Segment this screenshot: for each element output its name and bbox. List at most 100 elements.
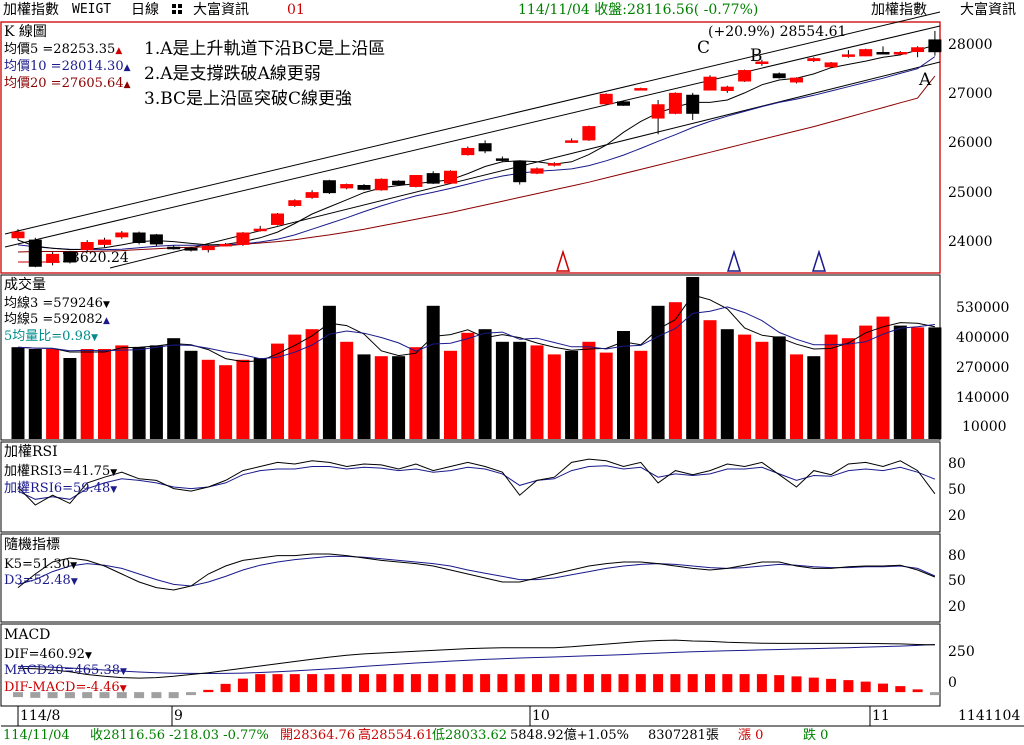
osc-bar	[653, 674, 664, 693]
candle-body	[288, 200, 302, 206]
candle-body	[824, 62, 838, 68]
dif-label: DIF=460.92▼	[4, 647, 92, 662]
right-vendor-name: 大富資訊	[960, 2, 1016, 18]
volume-bar	[738, 334, 752, 439]
osc-bar	[635, 674, 646, 693]
candle-body	[651, 104, 665, 119]
volume-y-tick: 10000	[962, 419, 1007, 435]
volume-bar	[271, 343, 284, 439]
osc-bar	[670, 674, 681, 693]
volume-bar	[651, 305, 665, 439]
candle-body	[582, 126, 596, 141]
rsi-frame	[0, 441, 941, 533]
osc-bar	[220, 683, 231, 693]
volume-bar	[547, 354, 561, 439]
macd-y-tick: 250	[948, 644, 975, 660]
macd-signal-line	[17, 644, 935, 675]
volume-bar	[28, 349, 42, 439]
volume-ma5-line	[17, 306, 935, 360]
candle-body	[357, 185, 371, 190]
index-name: 加權指數	[3, 2, 59, 18]
osc-bar	[791, 676, 802, 693]
candle-body	[409, 175, 423, 187]
d-label: D3=52.48▼	[4, 573, 78, 588]
ma20-label: 均價20 =27605.64▲	[4, 76, 131, 91]
candle-body	[720, 86, 734, 92]
osc-bar	[289, 674, 300, 693]
volume-bar	[876, 316, 890, 439]
kline-y-tick: 25000	[948, 185, 993, 201]
macd-title: MACD	[4, 627, 51, 643]
status-volume: 8307281張	[648, 728, 719, 743]
rsi-title: 加權RSI	[4, 444, 58, 460]
kline-y-tick: 26000	[948, 135, 993, 151]
kline-frame	[0, 21, 941, 274]
volume-bar	[599, 352, 613, 439]
volume-bar	[530, 345, 544, 439]
volume-bar	[582, 341, 596, 439]
volume-bar	[340, 341, 354, 439]
ma5-label: 均價5 =28253.35▲	[4, 42, 123, 57]
volume-bar	[720, 329, 734, 439]
volume-ma3-line	[17, 294, 936, 363]
candle-body	[271, 213, 284, 225]
osc-bar	[774, 675, 785, 693]
kline-title: K 線圖	[4, 24, 47, 40]
volume-bar	[772, 336, 786, 439]
volume-bar	[461, 332, 475, 439]
osc-bar	[566, 674, 577, 693]
volume-bar	[132, 347, 146, 439]
osc-bar	[359, 674, 369, 693]
x-label: 10	[532, 708, 550, 724]
candle-body	[374, 178, 388, 191]
volume-bar	[495, 341, 509, 439]
grid-menu-icon[interactable]	[172, 4, 184, 16]
volume-bar	[444, 350, 457, 439]
volume-bar	[98, 349, 111, 439]
volume-bar	[686, 277, 700, 439]
candle-body	[63, 251, 77, 263]
osc-bar	[445, 674, 456, 693]
volume-bar	[790, 354, 803, 439]
osc-bar	[237, 678, 248, 693]
low-note: 23620.24	[62, 250, 129, 266]
volume-bar	[253, 358, 267, 439]
vol-ma5-label: 均線5 =592082▲	[4, 312, 110, 327]
osc-bar	[808, 677, 819, 693]
status-date: 114/11/04	[3, 728, 70, 743]
volume-bar	[115, 345, 129, 439]
kd-title: 隨機指標	[4, 537, 60, 553]
osc-bar	[324, 674, 335, 693]
candle-body	[184, 247, 198, 251]
osc-bar	[843, 680, 854, 693]
volume-plot	[11, 277, 942, 439]
period-label[interactable]: 日線	[131, 2, 159, 18]
osc-bar	[687, 674, 698, 693]
candle-body	[98, 239, 111, 245]
status-bar: 114/11/04 收28116.56 -218.03 -0.77% 開2836…	[0, 727, 1024, 745]
x-current-date: 1141104	[958, 708, 1021, 724]
note-2: 2.A是支撐跌破A線更弱	[144, 64, 321, 84]
candle-body	[686, 94, 700, 114]
volume-bar	[63, 358, 77, 439]
osc-bar	[895, 686, 906, 693]
volume-bar	[201, 359, 215, 439]
candle-body	[28, 239, 42, 267]
osc-bar	[514, 674, 525, 693]
candle-body	[201, 245, 215, 251]
osc-bar	[756, 674, 767, 693]
osc-bar	[307, 674, 318, 693]
kd-y-tick: 50	[948, 573, 966, 589]
osc-bar	[618, 674, 629, 693]
status-low: 低28033.62	[432, 728, 508, 743]
kline-y-tick: 27000	[948, 86, 993, 102]
candle-body	[530, 168, 544, 174]
kd-frame	[0, 533, 941, 623]
candle-body	[876, 52, 890, 55]
volume-bar	[409, 347, 423, 439]
candle-body	[322, 180, 336, 194]
macd-signal-label: MACD20=465.38▼	[4, 663, 127, 678]
osc-label: DIF-MACD=-4.46▼	[4, 680, 127, 695]
kline-y-tick: 28000	[948, 37, 993, 53]
osc-bar	[826, 678, 837, 693]
